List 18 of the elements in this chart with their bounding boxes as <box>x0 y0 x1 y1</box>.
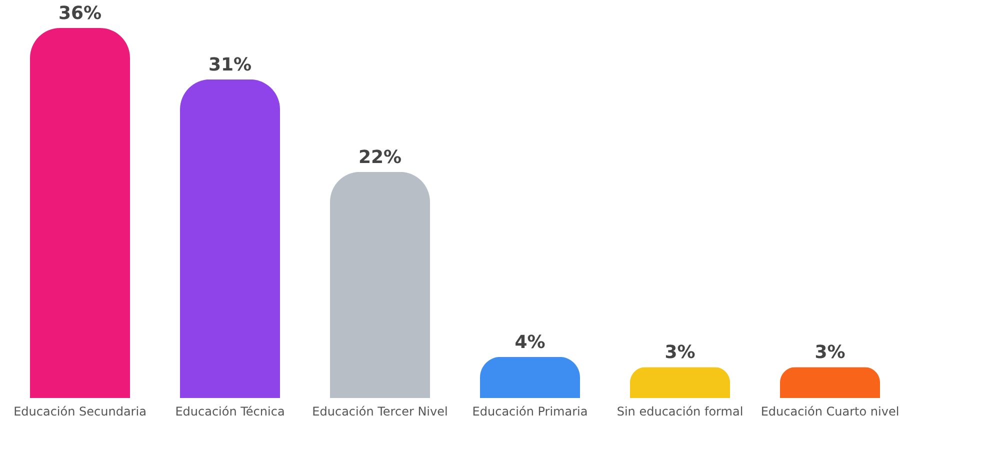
x-tick-label: Educación Tercer Nivel <box>312 404 448 418</box>
x-tick-label: Sin educación formal <box>616 404 744 418</box>
data-label: 4% <box>514 332 546 353</box>
bar <box>180 79 280 398</box>
bar <box>780 367 880 398</box>
data-label: 22% <box>358 146 402 168</box>
x-tick-label: Educación Técnica <box>175 404 285 418</box>
data-label: 36% <box>58 3 102 24</box>
bar <box>330 172 430 398</box>
data-label: 3% <box>664 342 696 364</box>
x-tick-label: Educación Cuarto nivel <box>760 404 900 418</box>
x-tick-label: Educación Secundaria <box>14 404 146 418</box>
bar <box>630 367 730 398</box>
bar <box>480 356 580 398</box>
data-label: 31% <box>208 54 252 76</box>
x-tick-label: Educación Primaria <box>472 404 588 418</box>
bar <box>30 28 130 398</box>
data-label: 3% <box>814 342 846 364</box>
